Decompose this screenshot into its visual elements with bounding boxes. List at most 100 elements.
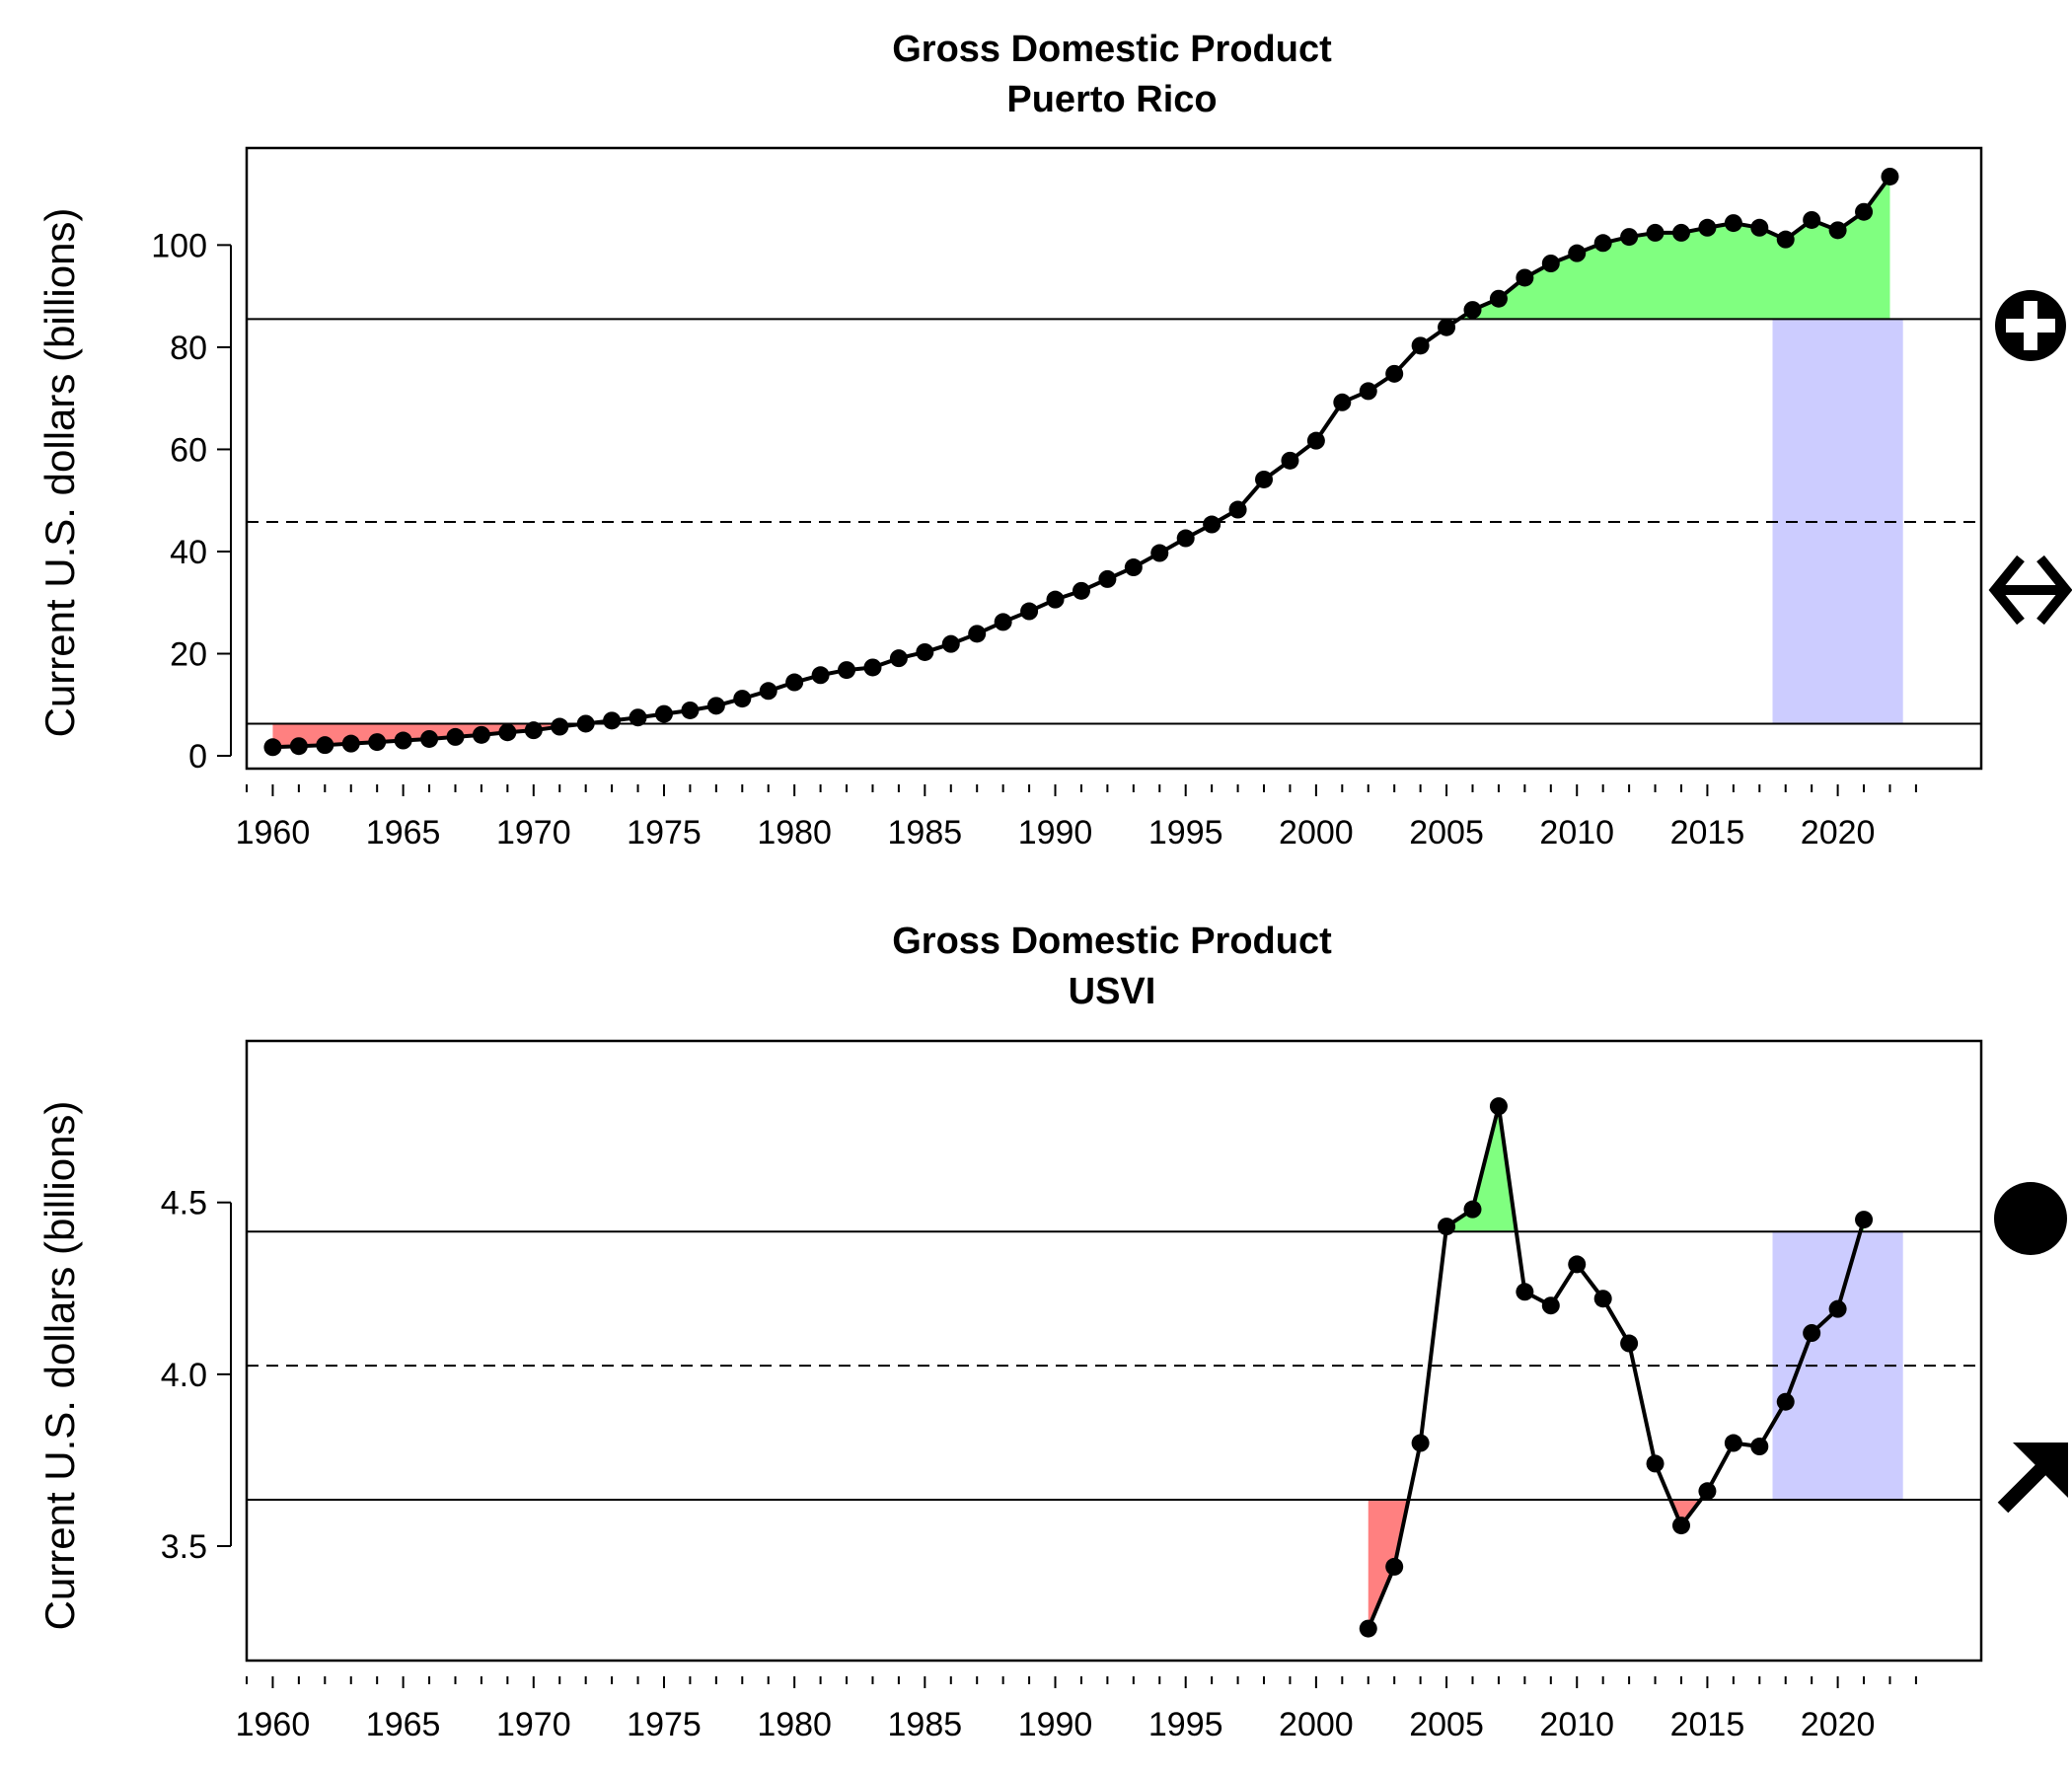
data-point xyxy=(1828,1299,1847,1318)
data-point xyxy=(1255,470,1274,488)
chart-title: Gross Domestic Product xyxy=(892,29,1332,70)
data-point xyxy=(1385,1557,1404,1576)
above-upper-fill xyxy=(1445,1106,1517,1232)
plus-bar-v xyxy=(2024,301,2037,350)
data-point xyxy=(1385,364,1404,383)
data-point xyxy=(1098,569,1117,588)
data-point xyxy=(446,727,465,746)
data-point xyxy=(394,731,412,750)
chart-panel-puerto-rico: Gross Domestic Product Puerto Rico Curre… xyxy=(37,29,2072,851)
double-arrow-head-right xyxy=(2036,555,2072,626)
data-point xyxy=(1333,393,1352,411)
data-point xyxy=(1776,230,1795,249)
x-tick-label: 1970 xyxy=(496,1706,571,1743)
data-point xyxy=(1881,167,1899,185)
y-axis-label: Current U.S. dollars (billions) xyxy=(37,208,83,738)
data-point xyxy=(316,736,334,755)
x-tick-label: 1985 xyxy=(888,814,963,851)
y-tick-label: 3.5 xyxy=(161,1528,207,1566)
data-point xyxy=(706,697,725,715)
data-point xyxy=(994,613,1012,631)
y-tick-label: 4.0 xyxy=(161,1357,207,1394)
data-point xyxy=(733,690,752,708)
data-point xyxy=(1750,1438,1769,1456)
data-point xyxy=(1489,289,1508,308)
y-tick-label: 100 xyxy=(151,227,207,264)
double-arrow-horizontal-icon xyxy=(1988,555,2025,626)
data-point xyxy=(863,658,882,677)
chart-title: Gross Domestic Product xyxy=(892,921,1332,962)
x-tick-label: 2010 xyxy=(1539,814,1614,851)
data-point xyxy=(1072,581,1090,600)
data-point xyxy=(785,673,804,692)
data-point xyxy=(524,721,543,740)
x-tick-label: 2005 xyxy=(1409,814,1484,851)
x-tick-label: 2000 xyxy=(1279,1706,1354,1743)
data-point xyxy=(889,649,908,668)
data-point xyxy=(838,661,856,680)
y-tick-label: 0 xyxy=(188,738,207,776)
data-point xyxy=(759,682,777,701)
y-tick-label: 60 xyxy=(170,431,207,469)
x-tick-label: 1975 xyxy=(627,814,702,851)
x-tick-label: 2020 xyxy=(1801,814,1876,851)
x-tick-label: 1970 xyxy=(496,814,571,851)
chart-subtitle: Puerto Rico xyxy=(1006,79,1217,120)
data-point xyxy=(551,717,569,736)
arrow-head xyxy=(2013,1443,2068,1498)
data-point xyxy=(1750,218,1769,237)
y-tick-label: 40 xyxy=(170,534,207,571)
y-axis-label: Current U.S. dollars (billions) xyxy=(37,1101,83,1631)
data-point xyxy=(1516,268,1534,287)
data-point xyxy=(1803,1324,1821,1343)
data-point xyxy=(1411,1434,1430,1452)
data-point xyxy=(1593,234,1612,253)
plot-frame xyxy=(245,1039,1983,1663)
data-point xyxy=(1463,1200,1482,1219)
data-point xyxy=(498,723,517,742)
data-point xyxy=(916,642,934,661)
data-point xyxy=(1306,431,1325,450)
x-tick-label: 1990 xyxy=(1018,814,1093,851)
data-point xyxy=(1359,1619,1377,1638)
data-point xyxy=(1646,1454,1665,1473)
data-point xyxy=(968,625,987,643)
chart-subtitle: USVI xyxy=(1069,971,1156,1012)
data-point xyxy=(289,737,308,756)
x-tick-label: 1985 xyxy=(888,1706,963,1743)
x-tick-label: 1975 xyxy=(627,1706,702,1743)
data-point xyxy=(1646,223,1665,242)
data-point xyxy=(1828,221,1847,240)
data-point xyxy=(1541,1296,1560,1315)
filled-circle-icon xyxy=(1994,1182,2067,1255)
x-tick-label: 2015 xyxy=(1670,1706,1745,1743)
data-point xyxy=(1724,214,1742,233)
x-tick-label: 1980 xyxy=(757,1706,832,1743)
data-point xyxy=(420,729,439,748)
data-point xyxy=(1438,1218,1456,1236)
data-point xyxy=(368,733,387,752)
data-point xyxy=(811,666,830,685)
data-point xyxy=(576,714,595,733)
data-point xyxy=(941,634,960,653)
data-point xyxy=(1176,529,1195,548)
plot-layer: 1960 1965 1970 1975 1980 1985 1990 1995 2000 2005… xyxy=(151,146,2072,851)
x-tick-label: 1995 xyxy=(1148,1706,1223,1743)
data-point xyxy=(1671,223,1690,242)
y-tick-label: 80 xyxy=(170,330,207,367)
x-tick-label: 2005 xyxy=(1409,1706,1484,1743)
data-point xyxy=(1516,1283,1534,1301)
data-point xyxy=(1776,1392,1795,1411)
x-tick-label: 2020 xyxy=(1801,1706,1876,1743)
data-point xyxy=(1568,1255,1587,1274)
above-upper-fill xyxy=(1458,176,1890,320)
below-lower-fill xyxy=(1669,1499,1701,1526)
x-tick-label: 1995 xyxy=(1148,814,1223,851)
data-point xyxy=(1046,590,1065,609)
data-point xyxy=(603,711,622,730)
data-point xyxy=(472,725,490,744)
plot-frame xyxy=(245,146,1983,771)
data-point xyxy=(1489,1097,1508,1116)
x-tick-label: 1990 xyxy=(1018,1706,1093,1743)
